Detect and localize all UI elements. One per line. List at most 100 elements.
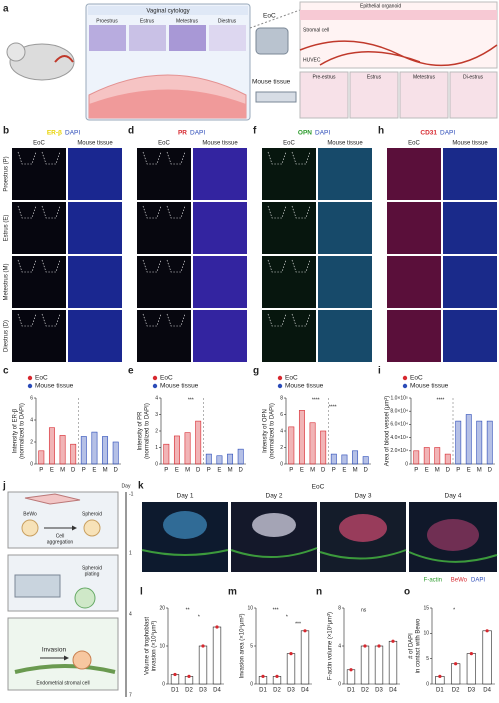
column-header: EoC [33, 141, 45, 147]
significance: **** [329, 404, 337, 410]
x-tick-label: E [425, 468, 429, 474]
bar [184, 432, 191, 465]
micrograph [387, 256, 441, 308]
region-outline [142, 205, 186, 219]
j-step-box [7, 617, 119, 691]
bar [486, 420, 493, 465]
bar [413, 450, 420, 465]
column-header: EoC [158, 141, 170, 147]
y-axis-label: (normalized to DAPI) [270, 403, 276, 459]
bar-dot [187, 674, 191, 679]
panel-letter: b [3, 126, 9, 137]
cell-label: HUVEC [303, 57, 321, 63]
phase-label: Estrus [140, 18, 155, 24]
tissue-phase-box [449, 71, 498, 119]
eoc-device [255, 27, 289, 55]
micrograph [318, 256, 372, 308]
legend-marker [152, 375, 158, 381]
region-outline [267, 259, 311, 273]
bar [352, 450, 359, 465]
micrograph [137, 148, 191, 200]
x-tick-label: D4 [483, 688, 491, 694]
panel-letter: f [253, 126, 257, 137]
counterstain-label: DAPI [315, 130, 330, 137]
k-legend: DAPI [471, 578, 485, 584]
y-axis-label: invasion (×10⁵μm³) [151, 621, 158, 672]
micrograph [262, 202, 316, 254]
bar-dot [438, 674, 442, 679]
cytology-image [89, 25, 126, 51]
legend-label: EoC [35, 375, 48, 382]
micrograph [137, 256, 191, 308]
x-tick-label: M [103, 468, 108, 474]
micrograph [443, 202, 497, 254]
legend-marker [27, 375, 33, 381]
x-tick-label: D3 [287, 688, 295, 694]
legend-label: Mouse tissue [35, 383, 74, 390]
y-tick-label: 0 [280, 461, 283, 467]
y-tick-label: 2 [280, 445, 283, 451]
bar [423, 447, 430, 465]
x-tick-label: E [342, 468, 346, 474]
cell-label: Epithelial organoid [360, 3, 401, 9]
tissue-phase-label: Estrus [367, 74, 382, 80]
x-tick-label: P [39, 468, 43, 474]
panel-letter: i [378, 366, 381, 377]
k-legend: F-actin [424, 578, 442, 584]
bar [237, 448, 244, 465]
bar [450, 663, 461, 685]
counterstain-label: DAPI [65, 130, 80, 137]
significance: ns [361, 607, 367, 613]
bar [38, 450, 45, 465]
y-tick-label: 0 [338, 681, 341, 687]
micrograph [193, 202, 247, 254]
x-tick-label: D1 [347, 688, 355, 694]
x-tick-label: M [185, 468, 190, 474]
k-legend: BeWo [451, 578, 468, 584]
bar-dot [391, 639, 395, 643]
significance: * [286, 614, 288, 620]
region-outline [17, 313, 61, 327]
tissue-phase-box [399, 71, 449, 119]
region-outline [142, 313, 186, 327]
cytology-header [88, 6, 248, 15]
stain-label: PR [178, 130, 187, 137]
y-tick-label: 8 [338, 605, 341, 611]
y-tick-label: 0 [405, 461, 408, 467]
column-header: Mouse tissue [327, 141, 363, 147]
j-text: Cell [56, 533, 65, 539]
y-axis-label: (normalized to DAPI) [20, 403, 26, 459]
y-tick-label: 2.0×10⁴ [390, 448, 408, 454]
y-tick-label: 10 [247, 605, 253, 611]
micrograph [12, 256, 66, 308]
connector [249, 9, 301, 29]
j-text: plating [85, 571, 100, 577]
micrograph [318, 148, 372, 200]
bar [465, 414, 472, 465]
x-tick-label: D [239, 468, 244, 474]
bar [374, 645, 384, 685]
bar [309, 422, 316, 465]
x-tick-label: D1 [259, 688, 267, 694]
phase-label: Diestrus [218, 18, 237, 24]
bar [300, 630, 310, 685]
y-tick-label: 6.0×10⁴ [390, 422, 408, 428]
panel-letter: c [3, 366, 9, 377]
legend-marker [152, 383, 158, 389]
y-tick-label: 5 [250, 643, 253, 649]
bar [360, 645, 370, 685]
column-header: EoC [283, 141, 295, 147]
y-tick-label: 6 [30, 395, 33, 401]
eoc-label: EoC [263, 13, 276, 20]
bar [59, 435, 66, 465]
y-tick-label: 6 [280, 412, 283, 418]
panel-letter: k [138, 481, 144, 492]
region-outline [142, 151, 186, 165]
bar-dot [173, 672, 177, 677]
cell-label: Stromal cell [303, 27, 329, 33]
y-axis-label: Intensity of ER-β [13, 408, 19, 453]
bar [434, 447, 441, 465]
row-label: Proestrus (P) [4, 156, 10, 191]
micrograph [68, 310, 122, 362]
